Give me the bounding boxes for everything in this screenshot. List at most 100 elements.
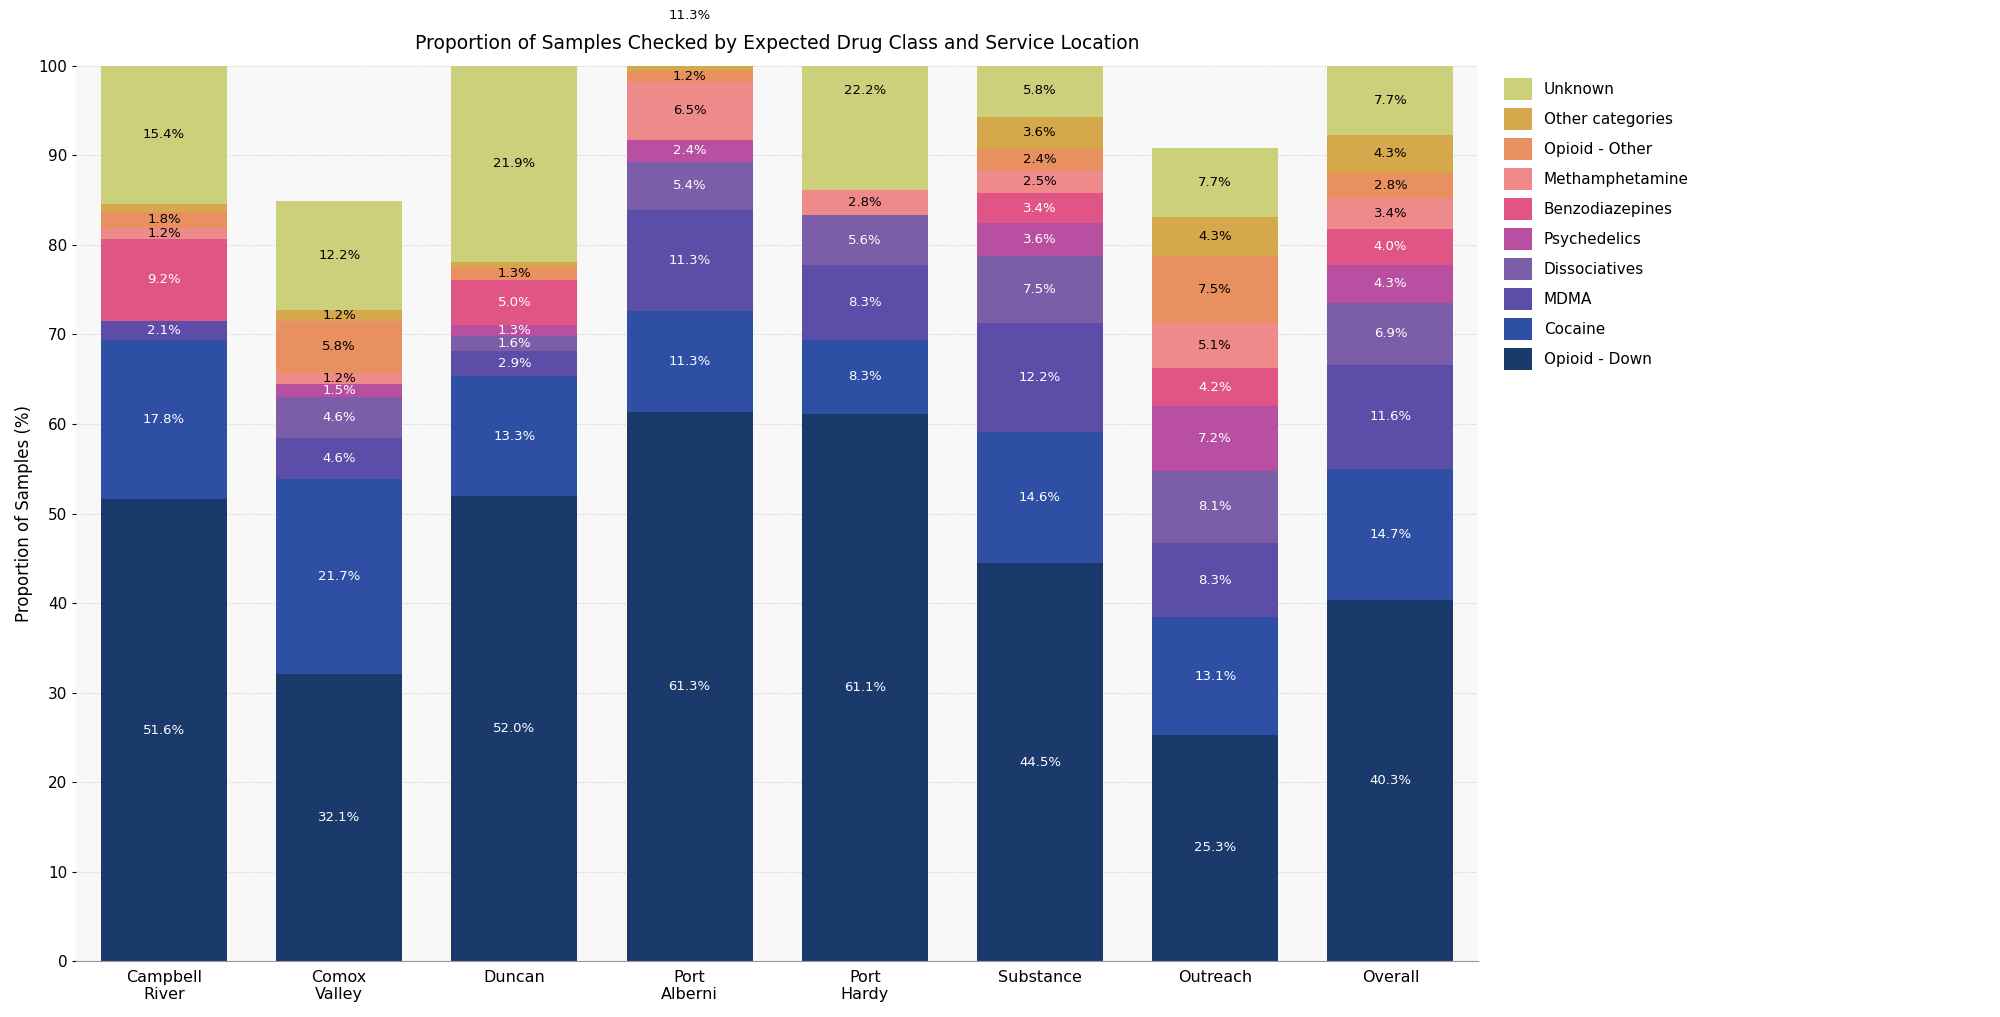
Bar bbox=[976, 255, 1104, 322]
Text: 2.8%: 2.8% bbox=[848, 196, 882, 210]
Bar bbox=[452, 261, 578, 268]
Bar bbox=[976, 117, 1104, 149]
Text: 51.6%: 51.6% bbox=[142, 724, 186, 736]
Text: 7.5%: 7.5% bbox=[1198, 283, 1232, 296]
Bar bbox=[976, 65, 1104, 117]
Text: 32.1%: 32.1% bbox=[318, 811, 360, 824]
Text: 44.5%: 44.5% bbox=[1018, 756, 1060, 769]
Bar bbox=[452, 351, 578, 376]
Bar bbox=[276, 674, 402, 961]
Text: 2.5%: 2.5% bbox=[1024, 175, 1056, 188]
Bar bbox=[452, 376, 578, 495]
Bar bbox=[976, 562, 1104, 961]
Bar bbox=[276, 479, 402, 674]
Text: 2.4%: 2.4% bbox=[672, 144, 706, 158]
Text: 11.3%: 11.3% bbox=[668, 254, 710, 267]
Bar bbox=[276, 373, 402, 383]
Text: 15.4%: 15.4% bbox=[142, 128, 186, 141]
Text: 1.3%: 1.3% bbox=[498, 267, 532, 281]
Text: 1.3%: 1.3% bbox=[498, 323, 532, 337]
Text: 5.8%: 5.8% bbox=[322, 341, 356, 354]
Text: 52.0%: 52.0% bbox=[494, 722, 536, 735]
Text: 7.7%: 7.7% bbox=[1374, 94, 1408, 107]
Text: 8.3%: 8.3% bbox=[848, 370, 882, 383]
Bar bbox=[976, 171, 1104, 193]
Text: 3.4%: 3.4% bbox=[1374, 207, 1408, 220]
Text: 13.1%: 13.1% bbox=[1194, 669, 1236, 682]
Bar bbox=[1328, 198, 1454, 229]
Text: 5.6%: 5.6% bbox=[848, 234, 882, 247]
Text: 11.3%: 11.3% bbox=[668, 355, 710, 368]
Text: 9.2%: 9.2% bbox=[148, 274, 180, 286]
Text: 3.6%: 3.6% bbox=[1024, 233, 1056, 246]
Text: 21.9%: 21.9% bbox=[494, 158, 536, 170]
Bar bbox=[452, 495, 578, 961]
Text: 12.2%: 12.2% bbox=[1018, 371, 1062, 383]
Text: 4.6%: 4.6% bbox=[322, 411, 356, 424]
Bar bbox=[626, 140, 752, 162]
Bar bbox=[802, 414, 928, 961]
Bar bbox=[1152, 217, 1278, 255]
Bar bbox=[976, 322, 1104, 432]
Text: 4.3%: 4.3% bbox=[1374, 278, 1408, 290]
Bar bbox=[1328, 365, 1454, 469]
Bar bbox=[100, 228, 228, 239]
Text: 21.7%: 21.7% bbox=[318, 571, 360, 583]
Bar bbox=[1152, 255, 1278, 322]
Bar bbox=[976, 149, 1104, 171]
Text: 8.3%: 8.3% bbox=[848, 296, 882, 309]
Bar bbox=[1328, 134, 1454, 173]
Y-axis label: Proportion of Samples (%): Proportion of Samples (%) bbox=[14, 405, 32, 622]
Bar bbox=[976, 224, 1104, 255]
Bar bbox=[1328, 173, 1454, 198]
Bar bbox=[452, 66, 578, 261]
Text: 22.2%: 22.2% bbox=[844, 84, 886, 98]
Bar bbox=[1328, 303, 1454, 365]
Text: 4.0%: 4.0% bbox=[1374, 240, 1408, 253]
Bar bbox=[626, 210, 752, 311]
Bar bbox=[976, 193, 1104, 224]
Text: 6.5%: 6.5% bbox=[672, 105, 706, 118]
Bar bbox=[802, 0, 928, 190]
Bar bbox=[802, 216, 928, 265]
Bar bbox=[1152, 734, 1278, 961]
Bar bbox=[626, 0, 752, 66]
Text: 1.8%: 1.8% bbox=[148, 214, 180, 226]
Text: 7.5%: 7.5% bbox=[1024, 283, 1056, 296]
Bar bbox=[626, 412, 752, 961]
Bar bbox=[1152, 322, 1278, 368]
Bar bbox=[276, 201, 402, 310]
Text: 4.3%: 4.3% bbox=[1374, 147, 1408, 161]
Text: 1.2%: 1.2% bbox=[148, 227, 180, 240]
Bar bbox=[276, 438, 402, 479]
Text: 2.8%: 2.8% bbox=[1374, 179, 1408, 192]
Bar bbox=[1152, 406, 1278, 471]
Bar bbox=[452, 324, 578, 337]
Bar bbox=[452, 337, 578, 351]
Bar bbox=[100, 203, 228, 212]
Text: 5.4%: 5.4% bbox=[672, 179, 706, 192]
Bar bbox=[276, 397, 402, 438]
Text: 12.2%: 12.2% bbox=[318, 249, 360, 262]
Bar bbox=[100, 499, 228, 961]
Text: 61.1%: 61.1% bbox=[844, 681, 886, 695]
Text: 4.6%: 4.6% bbox=[322, 453, 356, 466]
Bar bbox=[626, 81, 752, 140]
Text: 5.0%: 5.0% bbox=[498, 296, 532, 309]
Bar bbox=[626, 162, 752, 210]
Bar bbox=[452, 268, 578, 280]
Text: 11.3%: 11.3% bbox=[668, 9, 710, 21]
Text: 1.2%: 1.2% bbox=[322, 372, 356, 384]
Legend: Unknown, Other categories, Opioid - Other, Methamphetamine, Benzodiazepines, Psy: Unknown, Other categories, Opioid - Othe… bbox=[1500, 73, 1694, 374]
Bar bbox=[802, 265, 928, 340]
Bar bbox=[100, 66, 228, 203]
Bar bbox=[1152, 543, 1278, 617]
Text: 14.7%: 14.7% bbox=[1370, 528, 1412, 541]
Text: 2.4%: 2.4% bbox=[1024, 154, 1056, 166]
Text: 5.1%: 5.1% bbox=[1198, 339, 1232, 352]
Text: 25.3%: 25.3% bbox=[1194, 841, 1236, 854]
Text: 4.3%: 4.3% bbox=[1198, 230, 1232, 243]
Text: 8.1%: 8.1% bbox=[1198, 500, 1232, 514]
Bar bbox=[1152, 148, 1278, 217]
Bar bbox=[1328, 600, 1454, 961]
